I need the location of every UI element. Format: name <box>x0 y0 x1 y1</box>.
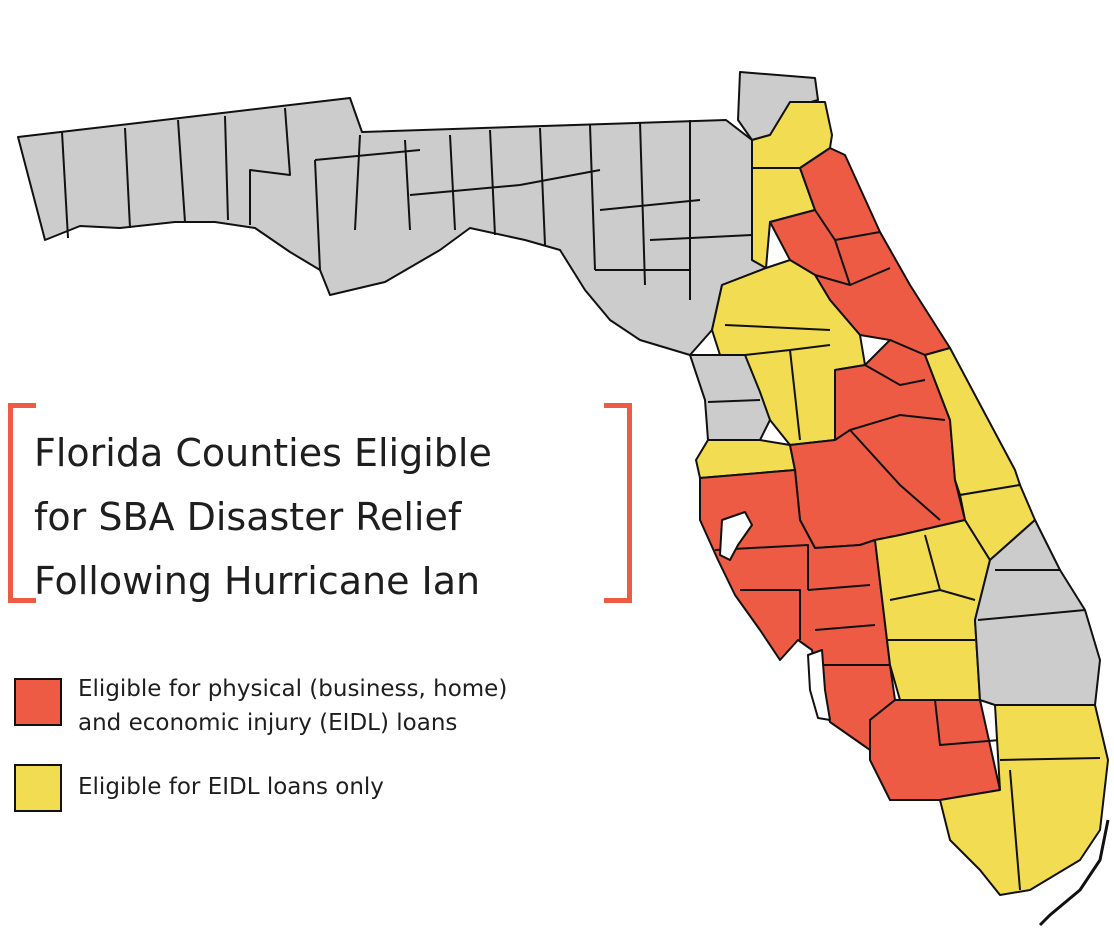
panhandle-county-lines <box>61 107 753 300</box>
central-county-lines <box>834 364 946 521</box>
south-yellow-counties <box>939 704 1109 896</box>
right-bracket <box>604 403 632 603</box>
east-coast-county-lines <box>814 209 891 286</box>
title-line-2: for SBA Disaster Relief <box>34 495 462 539</box>
legend-label-line: Eligible for EIDL loans only <box>78 774 384 800</box>
title-line-3: Following Hurricane Ian <box>34 559 481 603</box>
levy-citrus-counties <box>689 354 771 441</box>
legend-label-physical: Eligible for physical (business, home) a… <box>78 672 507 740</box>
map-title: Florida Counties Eligible for SBA Disast… <box>34 421 624 613</box>
red-swatch <box>14 678 62 726</box>
left-bracket <box>8 403 36 603</box>
legend-label-line: Eligible for physical (business, home) <box>78 676 508 702</box>
legend-label-eidl: Eligible for EIDL loans only <box>78 770 384 804</box>
south-county-lines <box>999 757 1101 891</box>
highlands-okeechobee-yellow <box>874 519 991 701</box>
gray-county-line <box>707 399 761 403</box>
lee-hendry-red <box>869 699 1001 801</box>
title-bracket-box: Florida Counties Eligible for SBA Disast… <box>8 403 632 603</box>
highlands-county-lines <box>888 534 976 641</box>
charlotte-harbor-water <box>807 649 831 721</box>
title-line-1: Florida Counties Eligible <box>34 431 492 475</box>
florida-keys <box>1038 819 1110 927</box>
yellow-swatch <box>14 764 62 812</box>
tampa-bay-red-counties <box>699 469 896 751</box>
southeast-county-lines <box>977 569 1086 621</box>
tampa-bay-water <box>719 511 753 561</box>
legend-label-line: and economic injury (EIDL) loans <box>78 710 458 736</box>
tampa-bay-county-lines <box>714 544 890 666</box>
lee-county-line <box>934 699 1001 746</box>
north-central-county-lines <box>724 324 831 441</box>
